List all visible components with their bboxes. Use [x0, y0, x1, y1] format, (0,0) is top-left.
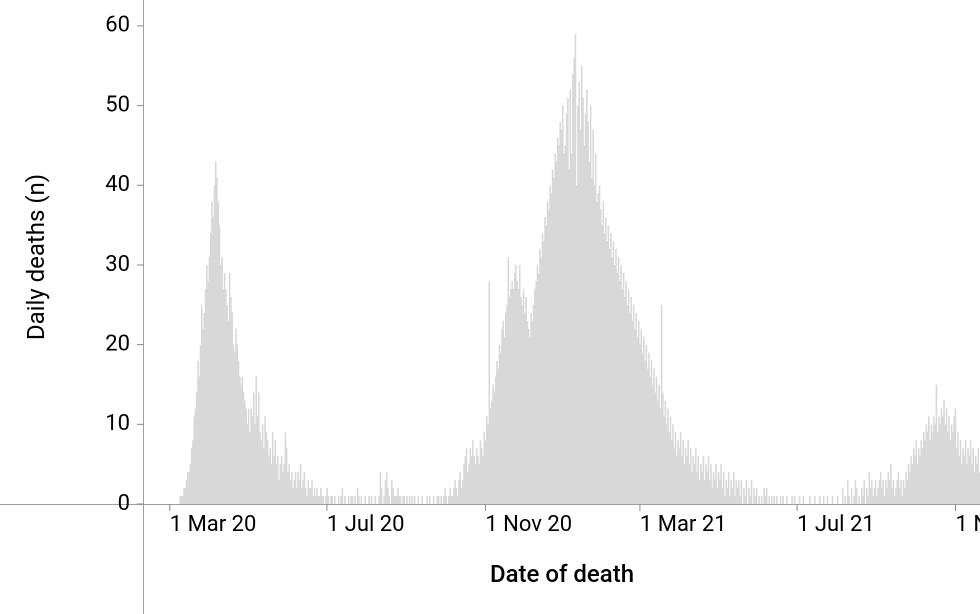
daily-deaths-histogram: 0 10 20 30 40 50 60 1 Mar 20 1 Jul 20 1 Nov 20 1 M… [0, 0, 980, 614]
y-axis-label: Daily deaths (n) [22, 174, 50, 340]
svg-text:30: 30 [105, 252, 130, 277]
svg-text:20: 20 [105, 331, 130, 356]
svg-text:1 Mar 20: 1 Mar 20 [170, 512, 257, 537]
svg-text:1 Nov 20: 1 Nov 20 [485, 512, 572, 537]
svg-text:1 Jul 20: 1 Jul 20 [327, 512, 405, 537]
svg-text:1 Jul 21: 1 Jul 21 [797, 512, 875, 537]
svg-text:1 Nov 21: 1 Nov 21 [956, 512, 980, 537]
svg-text:50: 50 [105, 92, 130, 117]
svg-text:40: 40 [105, 172, 130, 197]
chart-container: 0 10 20 30 40 50 60 1 Mar 20 1 Jul 20 1 Nov 20 1 M… [0, 0, 980, 614]
x-axis-label: Date of death [490, 560, 634, 588]
svg-text:0: 0 [118, 491, 130, 516]
svg-text:1 Mar 21: 1 Mar 21 [640, 512, 727, 537]
svg-text:10: 10 [105, 411, 130, 436]
svg-text:60: 60 [105, 13, 130, 38]
